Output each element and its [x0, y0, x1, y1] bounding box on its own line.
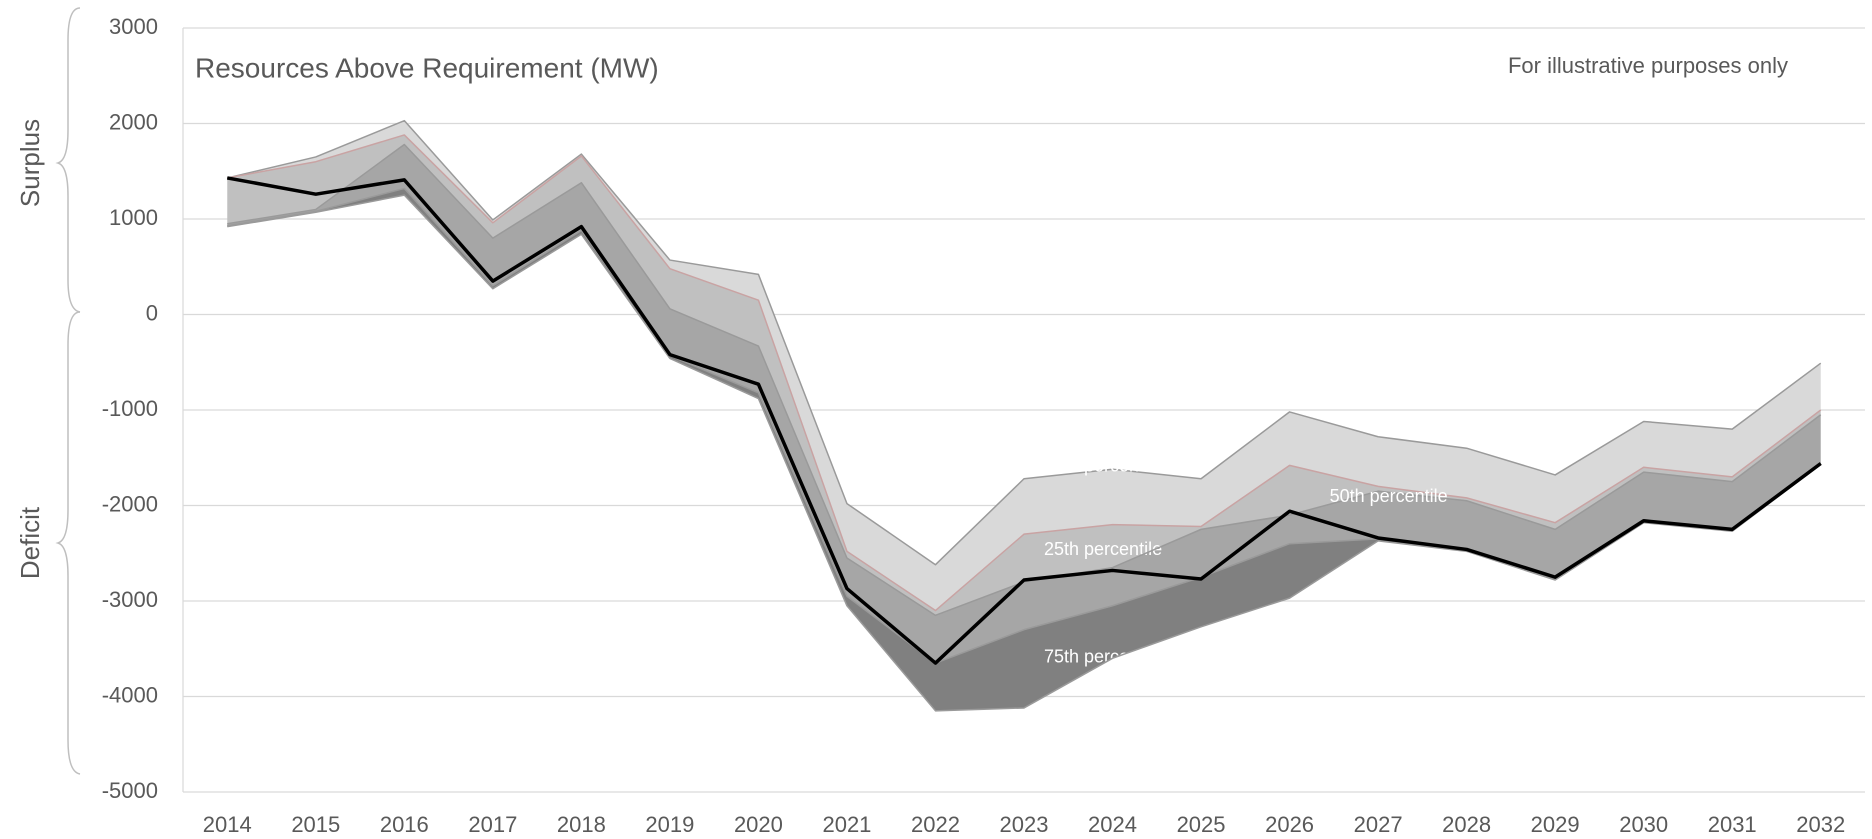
x-tick-label: 2022: [911, 812, 960, 837]
series-label: 25th percentile: [1044, 539, 1162, 559]
x-tick-label: 2023: [1000, 812, 1049, 837]
x-tick-label: 2015: [291, 812, 340, 837]
x-tick-label: 2020: [734, 812, 783, 837]
y-tick-label: -1000: [102, 396, 158, 421]
percentile-line: [227, 134, 1822, 612]
y-tick-label: -2000: [102, 491, 158, 516]
y-tick-label: -4000: [102, 682, 158, 707]
series-label: 50th percentile: [1330, 486, 1448, 506]
y-tick-label: -3000: [102, 587, 158, 612]
series-label: 90th percentile: [1044, 713, 1162, 733]
x-tick-label: 2031: [1708, 812, 1757, 837]
x-tick-label: 2027: [1354, 812, 1403, 837]
note: For illustrative purposes only: [1508, 53, 1788, 78]
x-tick-label: 2030: [1619, 812, 1668, 837]
surplus-label: Surplus: [15, 119, 45, 207]
y-tick-label: 2000: [109, 109, 158, 134]
x-tick-label: 2018: [557, 812, 606, 837]
x-tick-label: 2026: [1265, 812, 1314, 837]
chart-title: Resources Above Requirement (MW): [195, 52, 659, 83]
percentile-line: [227, 119, 1822, 566]
surplus-brace: [55, 7, 81, 313]
y-tick-label: 1000: [109, 205, 158, 230]
deficit-label: Deficit: [15, 506, 45, 579]
x-tick-label: 2032: [1796, 812, 1845, 837]
series-label: 10th percentile: [1044, 456, 1162, 476]
x-tick-label: 2016: [380, 812, 429, 837]
y-tick-label: 0: [146, 300, 158, 325]
y-tick-label: 3000: [109, 14, 158, 39]
percentile-band: [227, 188, 1821, 711]
x-tick-label: 2019: [645, 812, 694, 837]
x-tick-label: 2017: [468, 812, 517, 837]
percentile-band: [227, 120, 1821, 611]
x-tick-label: 2014: [203, 812, 252, 837]
deficit-brace: [55, 311, 81, 775]
y-tick-label: -5000: [102, 778, 158, 803]
x-tick-label: 2021: [822, 812, 871, 837]
x-tick-label: 2024: [1088, 812, 1137, 837]
main-line: [226, 176, 1822, 665]
x-tick-label: 2028: [1442, 812, 1491, 837]
x-tick-label: 2029: [1531, 812, 1580, 837]
x-tick-label: 2025: [1177, 812, 1226, 837]
percentile-line: [227, 194, 1822, 712]
percentile-band: [227, 144, 1821, 664]
